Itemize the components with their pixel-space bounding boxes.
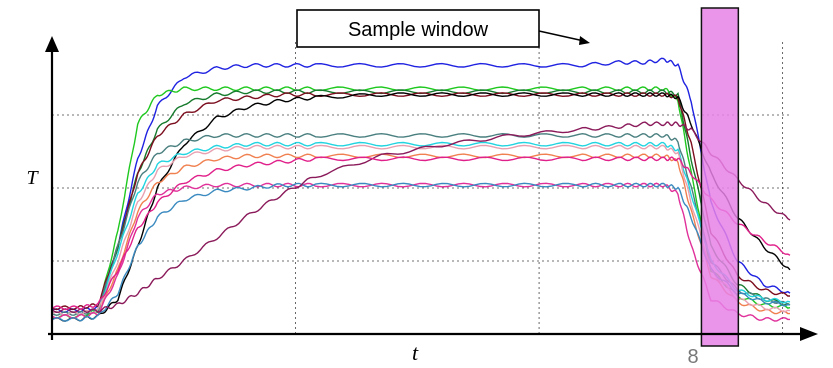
- series-line: [51, 92, 791, 322]
- annotation-arrow-line: [538, 30, 585, 42]
- series-line: [51, 121, 791, 314]
- series-line: [51, 144, 791, 317]
- series-line: [51, 141, 791, 317]
- x-axis-label: t: [412, 340, 419, 365]
- sample-window-band: [700, 7, 740, 347]
- annotation-arrow-head: [579, 36, 590, 45]
- series-line: [51, 182, 790, 322]
- page-number: 8: [687, 346, 698, 368]
- series-line: [51, 156, 791, 311]
- series-line: [51, 132, 791, 317]
- series-line: [51, 86, 791, 319]
- series-line: [51, 92, 790, 311]
- series-line: [51, 153, 791, 319]
- series-line: [51, 57, 791, 314]
- annotation-box: [296, 9, 540, 48]
- annotation-label: Sample window: [348, 19, 489, 41]
- x-axis-arrow: [800, 327, 818, 341]
- series-line: [51, 182, 791, 322]
- series-line: [51, 89, 791, 316]
- y-axis-arrow: [45, 36, 59, 52]
- y-axis-label: T: [26, 167, 39, 189]
